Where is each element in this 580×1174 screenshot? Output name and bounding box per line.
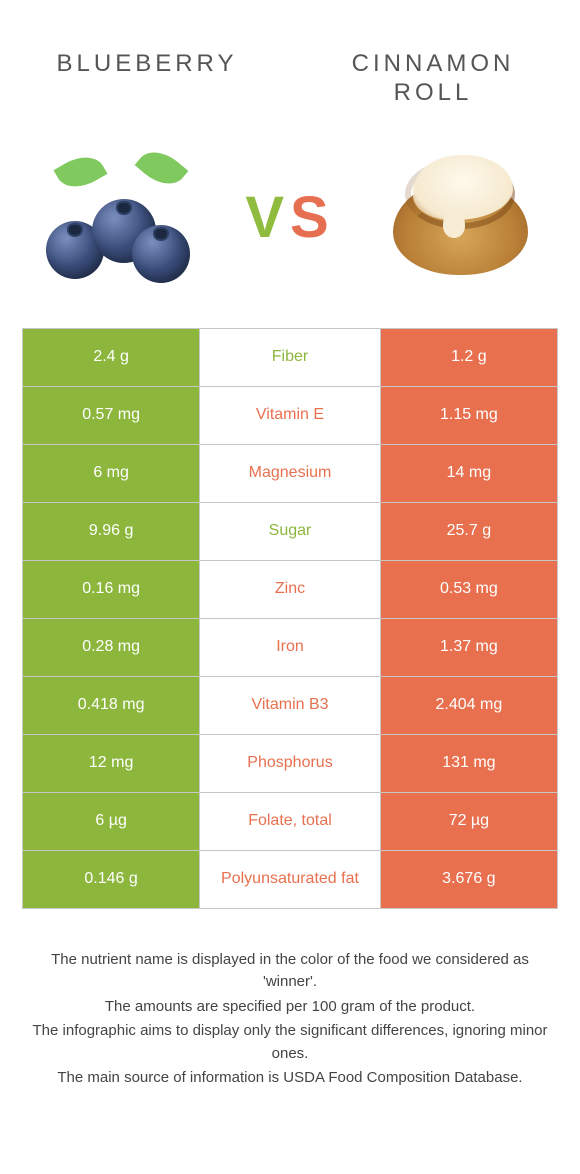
right-value-cell: 72 µg [381, 793, 557, 850]
table-row: 2.4 gFiber1.2 g [23, 329, 557, 387]
footer-line: The infographic aims to display only the… [30, 1020, 550, 1065]
cinnamon-roll-image [380, 148, 540, 288]
left-value-cell: 0.16 mg [23, 561, 199, 618]
footer-notes: The nutrient name is displayed in the co… [0, 909, 580, 1090]
table-row: 6 µgFolate, total72 µg [23, 793, 557, 851]
nutrient-label-cell: Vitamin B3 [199, 677, 381, 734]
table-row: 12 mgPhosphorus131 mg [23, 735, 557, 793]
nutrient-label-cell: Iron [199, 619, 381, 676]
left-value-cell: 6 mg [23, 445, 199, 502]
vs-v-letter: V [245, 184, 290, 251]
vs-label: VS [245, 184, 334, 251]
nutrient-label-cell: Polyunsaturated fat [199, 851, 381, 908]
left-value-cell: 0.57 mg [23, 387, 199, 444]
nutrient-label-cell: Magnesium [199, 445, 381, 502]
left-value-cell: 12 mg [23, 735, 199, 792]
table-row: 0.28 mgIron1.37 mg [23, 619, 557, 677]
table-row: 6 mgMagnesium14 mg [23, 445, 557, 503]
blueberry-image [40, 148, 200, 288]
header-row: Blueberry Cinnamon roll [0, 0, 580, 128]
left-food-title: Blueberry [30, 50, 264, 108]
left-value-cell: 0.418 mg [23, 677, 199, 734]
table-row: 0.146 gPolyunsaturated fat3.676 g [23, 851, 557, 909]
table-row: 0.16 mgZinc0.53 mg [23, 561, 557, 619]
left-value-cell: 0.146 g [23, 851, 199, 908]
table-row: 9.96 gSugar25.7 g [23, 503, 557, 561]
right-value-cell: 1.15 mg [381, 387, 557, 444]
nutrient-label-cell: Phosphorus [199, 735, 381, 792]
left-value-cell: 9.96 g [23, 503, 199, 560]
nutrient-label-cell: Vitamin E [199, 387, 381, 444]
nutrient-label-cell: Folate, total [199, 793, 381, 850]
right-value-cell: 1.37 mg [381, 619, 557, 676]
right-value-cell: 131 mg [381, 735, 557, 792]
right-food-title: Cinnamon roll [316, 50, 550, 108]
right-value-cell: 14 mg [381, 445, 557, 502]
nutrient-label-cell: Sugar [199, 503, 381, 560]
footer-line: The main source of information is USDA F… [30, 1067, 550, 1090]
left-value-cell: 2.4 g [23, 329, 199, 386]
table-row: 0.57 mgVitamin E1.15 mg [23, 387, 557, 445]
footer-line: The nutrient name is displayed in the co… [30, 949, 550, 994]
right-value-cell: 3.676 g [381, 851, 557, 908]
nutrient-label-cell: Fiber [199, 329, 381, 386]
left-value-cell: 6 µg [23, 793, 199, 850]
images-row: VS [0, 128, 580, 328]
left-value-cell: 0.28 mg [23, 619, 199, 676]
vs-s-letter: S [290, 184, 335, 251]
right-value-cell: 1.2 g [381, 329, 557, 386]
comparison-table: 2.4 gFiber1.2 g0.57 mgVitamin E1.15 mg6 … [22, 328, 558, 909]
right-value-cell: 0.53 mg [381, 561, 557, 618]
nutrient-label-cell: Zinc [199, 561, 381, 618]
table-row: 0.418 mgVitamin B32.404 mg [23, 677, 557, 735]
footer-line: The amounts are specified per 100 gram o… [30, 996, 550, 1019]
right-value-cell: 25.7 g [381, 503, 557, 560]
right-value-cell: 2.404 mg [381, 677, 557, 734]
